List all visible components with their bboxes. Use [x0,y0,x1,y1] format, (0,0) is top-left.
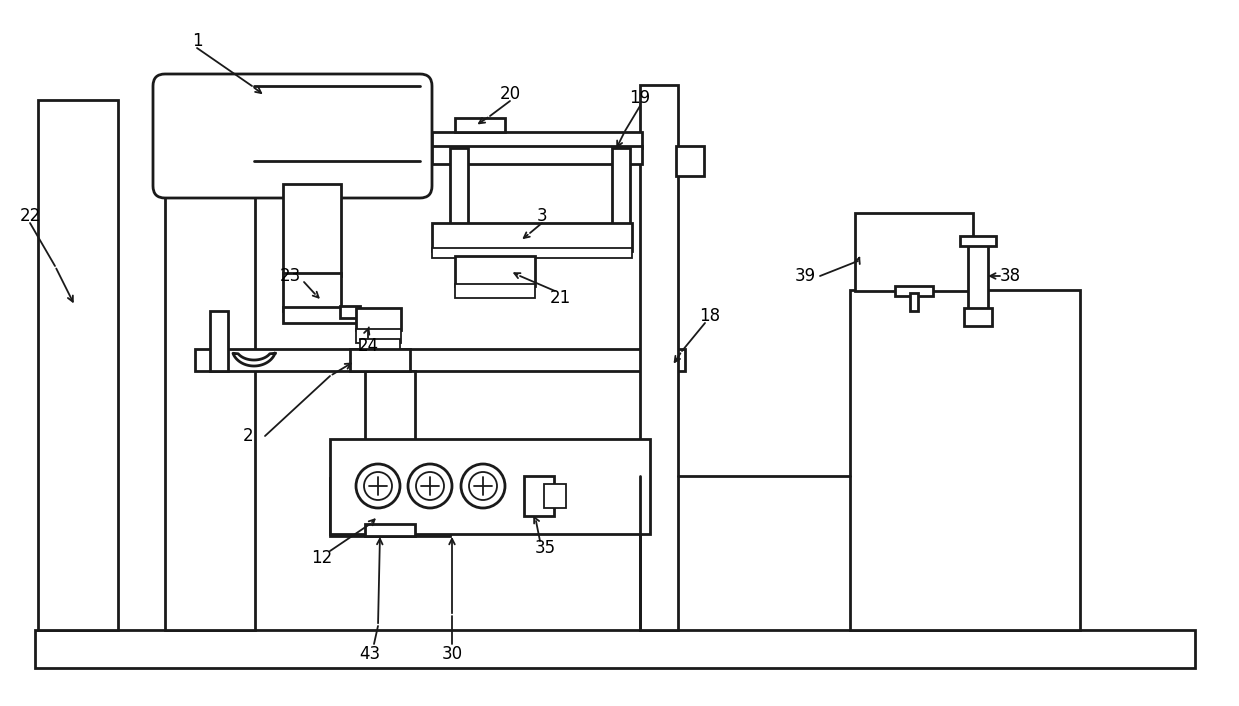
Bar [361,339,400,349]
Bar [432,223,632,251]
Bar [676,146,704,176]
Text: 20: 20 [499,85,520,103]
Text: 38: 38 [1000,267,1021,285]
Bar [455,118,506,132]
Text: 18: 18 [700,307,721,325]
Text: 23: 23 [279,267,301,285]
Bar [612,148,629,226]
Bar [282,184,341,276]
Bar [524,476,554,516]
Bar [356,329,401,343]
Bar [356,308,401,330]
Bar [366,371,415,466]
Text: 22: 22 [20,207,41,225]
Bar [968,239,987,311]
Bar [964,308,992,326]
Text: 35: 35 [534,539,555,557]
Bar [455,284,535,298]
Text: 2: 2 [243,427,253,445]
Text: 21: 21 [549,289,571,307]
Bar [544,484,566,508]
Bar [909,293,918,311]
Bar [349,349,410,371]
Bar [35,630,1194,668]
Text: 3: 3 [536,207,548,225]
Bar [850,290,1080,630]
Bar [330,478,450,536]
Text: 24: 24 [357,337,379,355]
Text: 30: 30 [441,645,462,663]
Bar [209,311,228,371]
Bar [282,273,341,311]
Text: 1: 1 [192,32,202,50]
Bar [960,236,996,246]
Bar [455,256,535,286]
Text: 19: 19 [629,89,650,107]
Bar [432,132,642,148]
Bar [38,100,118,630]
Bar [895,286,933,296]
Bar [339,306,361,318]
Bar [432,146,642,164]
Bar [641,85,678,630]
Bar [366,524,415,536]
Text: 39: 39 [794,267,815,285]
Bar [282,307,358,323]
Bar [349,460,430,478]
Bar [432,248,632,258]
Text: 12: 12 [311,549,332,567]
Bar [195,349,685,371]
Bar [450,148,468,226]
Bar [330,439,650,534]
Text: 43: 43 [359,645,380,663]
Bar [165,85,255,630]
Polygon shape [233,353,275,366]
Bar [855,213,973,291]
FancyBboxPatch shape [152,74,432,198]
